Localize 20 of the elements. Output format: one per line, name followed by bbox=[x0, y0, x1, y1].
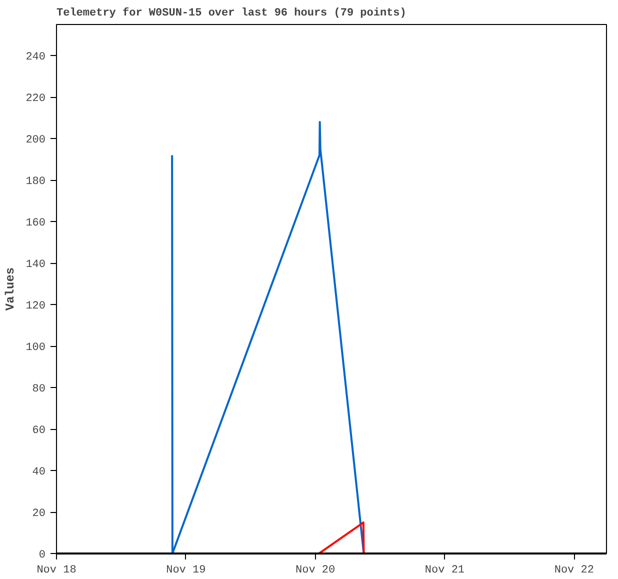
x-tick-label: Nov 22 bbox=[554, 564, 594, 576]
y-tick-label: 20 bbox=[32, 508, 46, 520]
y-tick-label: 0 bbox=[38, 550, 46, 562]
y-axis-title: Values bbox=[4, 267, 18, 311]
chart-title: Telemetry for W0SUN-15 over last 96 hours (79 points) bbox=[56, 6, 406, 20]
y-tick-label: 240 bbox=[26, 52, 46, 64]
x-tick-label: Nov 18 bbox=[36, 564, 76, 576]
y-tick-label: 100 bbox=[26, 342, 46, 354]
y-tick-label: 40 bbox=[32, 466, 46, 479]
y-tick-label: 140 bbox=[26, 259, 46, 272]
y-tick-label: 120 bbox=[26, 300, 46, 313]
y-tick-label: 80 bbox=[32, 384, 46, 396]
x-tick-label: Nov 20 bbox=[296, 564, 336, 576]
y-tick-label: 200 bbox=[26, 134, 46, 147]
y-tick-label: 160 bbox=[26, 218, 46, 230]
x-tick-label: Nov 21 bbox=[424, 564, 465, 576]
x-tick-label: Nov 19 bbox=[166, 564, 206, 576]
y-tick-label: 180 bbox=[26, 176, 46, 188]
y-tick-label: 220 bbox=[26, 93, 46, 106]
y-tick-label: 60 bbox=[32, 425, 46, 438]
